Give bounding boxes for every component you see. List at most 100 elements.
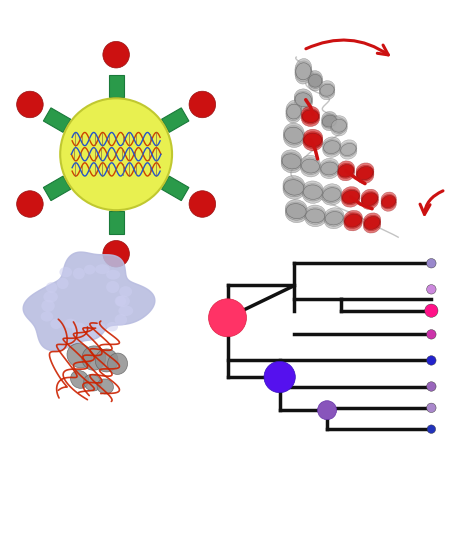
Ellipse shape xyxy=(294,94,312,110)
Polygon shape xyxy=(44,176,71,200)
Circle shape xyxy=(209,299,246,337)
Ellipse shape xyxy=(340,142,357,157)
Ellipse shape xyxy=(361,191,378,207)
Ellipse shape xyxy=(97,379,113,394)
Ellipse shape xyxy=(309,75,322,87)
Ellipse shape xyxy=(322,111,337,126)
Ellipse shape xyxy=(43,291,58,303)
Ellipse shape xyxy=(301,106,319,122)
Ellipse shape xyxy=(382,196,396,208)
Ellipse shape xyxy=(302,183,323,201)
Ellipse shape xyxy=(295,63,312,84)
Circle shape xyxy=(17,191,43,217)
Ellipse shape xyxy=(295,61,312,81)
Ellipse shape xyxy=(119,286,132,297)
Ellipse shape xyxy=(284,180,304,195)
Ellipse shape xyxy=(362,193,378,206)
Circle shape xyxy=(427,285,436,294)
Ellipse shape xyxy=(364,218,381,233)
Ellipse shape xyxy=(381,197,396,211)
Circle shape xyxy=(427,425,436,434)
Ellipse shape xyxy=(340,145,357,159)
Ellipse shape xyxy=(301,158,320,175)
Ellipse shape xyxy=(320,158,339,174)
Ellipse shape xyxy=(324,140,340,154)
Ellipse shape xyxy=(323,188,341,202)
Ellipse shape xyxy=(330,121,347,136)
Ellipse shape xyxy=(72,323,86,334)
Ellipse shape xyxy=(364,217,380,229)
Ellipse shape xyxy=(71,370,89,388)
Ellipse shape xyxy=(303,134,323,151)
Ellipse shape xyxy=(319,85,335,100)
Circle shape xyxy=(17,91,43,118)
Ellipse shape xyxy=(57,278,69,289)
Ellipse shape xyxy=(322,114,337,128)
Ellipse shape xyxy=(319,80,335,95)
Ellipse shape xyxy=(118,306,133,316)
Polygon shape xyxy=(23,252,155,351)
Ellipse shape xyxy=(344,215,363,231)
Ellipse shape xyxy=(381,195,396,209)
Polygon shape xyxy=(162,176,189,200)
Ellipse shape xyxy=(116,295,130,307)
Circle shape xyxy=(427,258,436,268)
Ellipse shape xyxy=(283,128,304,147)
Ellipse shape xyxy=(301,108,319,124)
Ellipse shape xyxy=(295,93,311,107)
Ellipse shape xyxy=(73,268,85,279)
Ellipse shape xyxy=(361,189,378,205)
Ellipse shape xyxy=(50,318,62,329)
Ellipse shape xyxy=(67,344,92,368)
Ellipse shape xyxy=(308,76,322,91)
Circle shape xyxy=(60,98,172,210)
Ellipse shape xyxy=(305,207,326,225)
Polygon shape xyxy=(109,211,124,234)
Ellipse shape xyxy=(337,166,355,181)
Ellipse shape xyxy=(381,192,396,206)
Ellipse shape xyxy=(41,300,55,312)
Circle shape xyxy=(103,241,129,267)
Ellipse shape xyxy=(302,181,323,199)
Ellipse shape xyxy=(341,189,360,205)
Circle shape xyxy=(427,330,436,339)
Circle shape xyxy=(425,304,438,317)
Ellipse shape xyxy=(64,318,77,329)
Ellipse shape xyxy=(340,140,357,154)
Ellipse shape xyxy=(301,111,319,126)
Ellipse shape xyxy=(308,73,322,88)
Circle shape xyxy=(427,382,436,391)
Ellipse shape xyxy=(341,187,360,203)
Ellipse shape xyxy=(302,110,319,123)
Ellipse shape xyxy=(325,212,343,225)
Ellipse shape xyxy=(323,142,341,158)
Ellipse shape xyxy=(305,205,326,222)
Ellipse shape xyxy=(323,137,341,153)
Ellipse shape xyxy=(361,194,378,210)
Ellipse shape xyxy=(281,152,302,170)
Ellipse shape xyxy=(82,346,106,370)
Ellipse shape xyxy=(287,104,301,119)
Ellipse shape xyxy=(59,267,72,277)
Ellipse shape xyxy=(283,176,305,195)
Ellipse shape xyxy=(320,84,334,96)
Ellipse shape xyxy=(322,186,342,203)
Polygon shape xyxy=(44,108,71,132)
Ellipse shape xyxy=(303,131,323,148)
Ellipse shape xyxy=(308,71,322,86)
Ellipse shape xyxy=(84,265,95,274)
Ellipse shape xyxy=(83,329,97,340)
Ellipse shape xyxy=(95,349,118,372)
Ellipse shape xyxy=(285,202,307,220)
Ellipse shape xyxy=(356,163,374,179)
Ellipse shape xyxy=(342,190,359,204)
Ellipse shape xyxy=(337,161,355,176)
Ellipse shape xyxy=(301,155,320,172)
Ellipse shape xyxy=(324,208,344,224)
Circle shape xyxy=(318,401,337,420)
Ellipse shape xyxy=(285,204,307,222)
Ellipse shape xyxy=(322,115,337,127)
Ellipse shape xyxy=(301,160,320,177)
Ellipse shape xyxy=(306,209,325,223)
Ellipse shape xyxy=(341,144,356,155)
